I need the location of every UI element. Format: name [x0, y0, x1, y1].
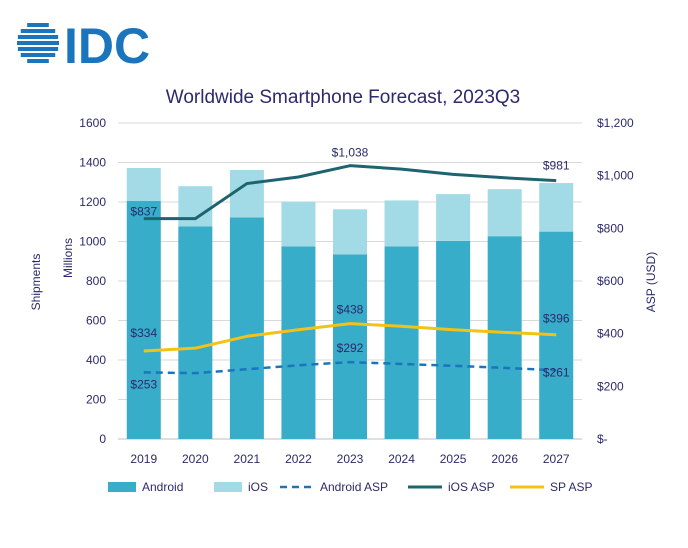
x-tick-label: 2021	[234, 452, 261, 466]
idc-logo: IDC	[17, 18, 150, 74]
right-axis: $- $200 $400 $600 $800 $1,000 $1,200	[597, 116, 634, 446]
legend-label: iOS	[248, 480, 268, 494]
x-tick-label: 2027	[543, 452, 570, 466]
globe-stripe	[17, 47, 59, 51]
data-label: $292	[337, 341, 364, 355]
y-left-inner-label: Millions	[61, 238, 75, 278]
globe-stripe	[27, 59, 49, 63]
data-label: $837	[130, 205, 157, 219]
y-right-tick-label: $1,200	[597, 116, 634, 130]
bar-android	[436, 240, 471, 439]
data-label: $1,038	[332, 146, 369, 160]
data-label: $253	[130, 377, 157, 391]
bar-android	[333, 254, 367, 439]
legend-item: Android ASP	[280, 480, 388, 494]
y-left-tick-label: 0	[99, 432, 106, 446]
globe-stripe	[20, 29, 56, 33]
legend: Android iOS Android ASP iOS ASP SP ASP	[108, 480, 592, 494]
data-labels: $837 $1,038 $981 $334 $438 $396 $253 $292 $261	[130, 146, 569, 392]
legend-item: iOS ASP	[408, 480, 495, 494]
chart-title: Worldwide Smartphone Forecast, 2023Q3	[166, 87, 521, 108]
globe-stripe	[17, 41, 59, 45]
bar-ios	[539, 183, 574, 232]
legend-label: iOS ASP	[448, 480, 495, 494]
globe-stripe	[17, 35, 59, 39]
legend-label: SP ASP	[550, 480, 592, 494]
legend-item: iOS	[214, 480, 268, 494]
left-axis: 0 200 400 600 800 1000 1200 1400 1600	[79, 116, 106, 446]
x-tick-label: 2023	[337, 452, 364, 466]
x-tick-label: 2024	[388, 452, 415, 466]
line-android-asp	[143, 360, 557, 375]
y-left-tick-label: 1400	[79, 156, 106, 170]
y-right-tick-label: $400	[597, 327, 624, 341]
legend-item: Android	[108, 480, 183, 494]
globe-icon	[17, 23, 59, 63]
y-left-outer-label: Shipments	[29, 254, 43, 311]
y-right-tick-label: $800	[597, 221, 624, 235]
bar-android	[178, 226, 213, 439]
y-right-label: ASP (USD)	[644, 252, 658, 312]
y-right-tick-label: $600	[597, 274, 624, 288]
y-left-tick-label: 600	[86, 314, 106, 328]
bar-ios	[281, 201, 316, 247]
x-tick-label: 2025	[440, 452, 467, 466]
bar-android	[126, 201, 161, 439]
data-label: $396	[543, 312, 570, 326]
lines	[143, 164, 557, 375]
y-left-tick-label: 1600	[79, 116, 106, 130]
data-label: $261	[543, 365, 570, 379]
x-axis: 2019 2020 2021 2022 2023 2024 2025 2026 2027	[130, 452, 569, 466]
y-left-tick-label: 800	[86, 274, 106, 288]
legend-swatch	[214, 482, 242, 492]
logo-text: IDC	[64, 18, 150, 74]
bar-ios	[436, 194, 471, 241]
x-tick-label: 2026	[491, 452, 518, 466]
bar-ios	[333, 209, 367, 255]
legend-swatch	[108, 482, 136, 492]
x-tick-label: 2019	[130, 452, 157, 466]
y-left-tick-label: 200	[86, 393, 106, 407]
legend-item: SP ASP	[510, 480, 592, 494]
bar-ios	[384, 200, 419, 247]
bar-ios	[487, 189, 522, 237]
bar-ios	[178, 186, 213, 227]
x-tick-label: 2020	[182, 452, 209, 466]
bars	[126, 168, 574, 439]
bar-android	[229, 217, 264, 439]
bar-android	[487, 236, 522, 439]
data-label: $438	[337, 303, 364, 317]
x-tick-label: 2022	[285, 452, 312, 466]
bar-ios	[126, 168, 161, 202]
y-right-tick-label: $200	[597, 379, 624, 393]
legend-label: Android ASP	[320, 480, 388, 494]
y-right-tick-label: $-	[597, 432, 608, 446]
y-left-tick-label: 1000	[79, 235, 106, 249]
data-label: $981	[543, 159, 570, 173]
y-right-tick-label: $1,000	[597, 169, 634, 183]
bar-android	[281, 246, 316, 439]
legend-label: Android	[142, 480, 183, 494]
bar-android	[384, 246, 419, 439]
y-left-tick-label: 400	[86, 353, 106, 367]
data-label: $334	[130, 326, 157, 340]
globe-stripe	[27, 23, 49, 27]
line-sp-asp	[143, 322, 557, 353]
globe-stripe	[20, 53, 56, 57]
bar-ios	[229, 170, 264, 218]
line-ios-asp	[143, 164, 557, 221]
y-left-tick-label: 1200	[79, 195, 106, 209]
